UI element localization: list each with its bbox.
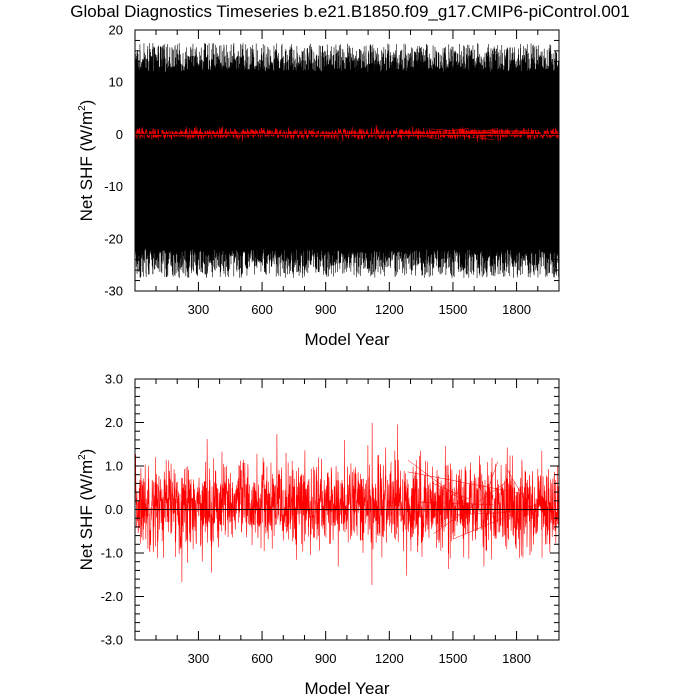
chart-title: Global Diagnostics Timeseries b.e21.B185…: [70, 2, 630, 21]
x-tick-label: 300: [188, 302, 210, 317]
top-ticks: [135, 29, 559, 292]
series-line-black: [135, 43, 559, 278]
x-tick-label: 600: [251, 651, 273, 666]
bottom-x-axis-label: Model Year: [304, 679, 389, 698]
bottom-series-layer: [135, 422, 559, 585]
top-series-layer: [135, 43, 559, 278]
y-tick-label: 10: [109, 75, 123, 90]
series-restart-segments: [407, 459, 540, 540]
y-tick-label: 2.0: [105, 415, 123, 430]
x-tick-label: 1500: [438, 302, 467, 317]
bottom-panel: -3.0 -2.0 -1.0 0.0 1.0 2.0 3.0 300 600 900 1200 15…: [77, 372, 560, 698]
top-y-axis-label: Net SHF (W/m2): [77, 100, 96, 222]
x-tick-label: 300: [188, 651, 210, 666]
y-tick-label: -2.0: [101, 589, 123, 604]
bottom-ticks: [135, 378, 559, 641]
top-x-tick-labels: 300 600 900 1200 1500 1800: [188, 302, 531, 317]
y-tick-label: -30: [104, 284, 123, 299]
top-x-axis-label: Model Year: [304, 330, 389, 349]
y-tick-label: 1.0: [105, 459, 123, 474]
top-panel: -30 -20 -10 0 10 20 300 600 900 1200 1500 1800 Mod…: [77, 23, 560, 349]
x-tick-label: 1500: [438, 651, 467, 666]
series-line-red: [135, 422, 559, 585]
top-y-tick-labels: -30 -20 -10 0 10 20: [104, 23, 123, 299]
x-tick-label: 1800: [502, 302, 531, 317]
x-tick-label: 1200: [375, 302, 404, 317]
x-tick-label: 900: [315, 302, 337, 317]
y-tick-label: -1.0: [101, 546, 123, 561]
x-tick-label: 1800: [502, 651, 531, 666]
y-tick-label: 0.0: [105, 502, 123, 517]
y-tick-label: 20: [109, 23, 123, 38]
series-restart-segments: [400, 128, 540, 140]
x-tick-label: 600: [251, 302, 273, 317]
x-tick-label: 1200: [375, 651, 404, 666]
y-tick-label: 0: [116, 127, 123, 142]
x-tick-label: 900: [315, 651, 337, 666]
y-tick-label: -3.0: [101, 633, 123, 648]
y-tick-label: -20: [104, 231, 123, 246]
y-tick-label: 3.0: [105, 372, 123, 387]
bottom-y-axis-label: Net SHF (W/m2): [77, 449, 96, 571]
y-tick-label: -10: [104, 179, 123, 194]
bottom-y-tick-labels: -3.0 -2.0 -1.0 0.0 1.0 2.0 3.0: [101, 372, 123, 648]
bottom-x-tick-labels: 300 600 900 1200 1500 1800: [188, 651, 531, 666]
